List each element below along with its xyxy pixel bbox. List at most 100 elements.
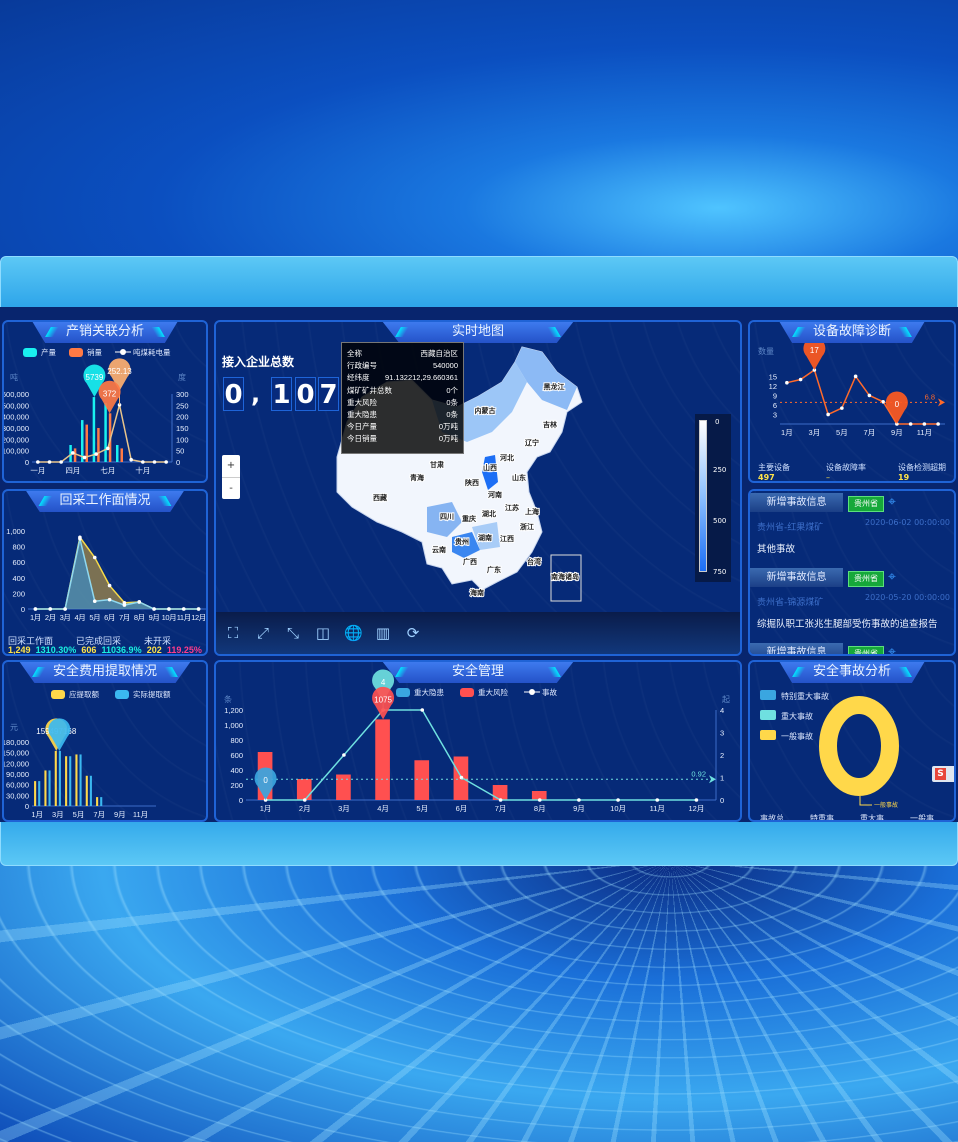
globe-icon[interactable]: 🌐 [344,624,363,642]
data-point [164,460,168,464]
y-tick-label: 3 [773,410,777,419]
province-label[interactable]: 四川 [439,512,455,522]
building-icon[interactable]: ▥ [375,624,391,642]
south-sea-inset [550,554,582,602]
y-tick-label: 800 [230,736,243,745]
bar [69,445,72,462]
province-label[interactable]: 上海 [524,506,540,517]
bar [79,754,82,806]
stat-value: 497 [758,473,775,482]
province-label[interactable]: 云南 [431,544,447,555]
pin-label: 252.13 [107,367,132,376]
province-label[interactable]: 河北 [499,452,515,463]
province-label[interactable]: 黑龙江 [543,381,566,392]
province-label[interactable]: 广东 [486,564,502,575]
location-pin-icon[interactable]: ⌖ [888,494,896,510]
add-accident-button[interactable]: 新增事故信息 [750,493,843,512]
province-label[interactable]: 山东 [511,472,527,483]
x-tick-label: 9月 [149,613,160,622]
province-label[interactable]: 河南 [487,489,503,500]
y-tick-label: 6 [773,401,777,410]
y-tick-label: 1,200 [224,706,243,715]
bar [75,754,78,806]
x-tick-label: 6月 [456,804,468,813]
accident-date: 2020-05-20 00:00:00 [865,593,950,602]
bar [85,775,88,806]
bar [69,756,72,806]
data-point [498,798,503,802]
tooltip-key: 今日销量 [347,434,377,444]
x-tick-label: 11月 [650,804,665,813]
x-tick-label: 3月 [60,613,71,622]
zoom-out-button[interactable]: - [229,483,233,494]
expand-icon[interactable]: ⤢ [256,624,269,642]
province-label[interactable]: 贵州 [454,536,470,547]
layers-icon[interactable]: ◫ [315,624,331,642]
x-tick-label: 4月 [377,804,389,813]
province-label[interactable]: 辽宁 [524,437,540,448]
bar [73,448,77,462]
marker-pin: 17 [803,337,826,370]
input-method-icon[interactable]: S [932,766,954,782]
panel-accident-analysis: 安全事故分析 特别重大事故 重大事故 一般事故 一般事故 事故总 特重事 重大事 一般事 S [748,660,956,822]
location-pin-icon[interactable]: ⌖ [888,644,896,656]
stat-value: 606 [81,645,97,655]
panel-mining: 回采工作面情况 0 200 400 600 800 1,000 1月 2月 3月 4月 5月 6月 7月… [2,489,208,656]
accident-mine[interactable]: 贵州省-红果煤矿 [757,523,824,533]
data-point [152,607,156,611]
province-tag[interactable]: 贵州省 [848,571,884,587]
province-label[interactable]: 重庆 [461,513,477,524]
province-tag[interactable]: 贵州省 [848,646,884,654]
counter-digit: 7 [318,377,339,411]
province-label[interactable]: 江苏 [504,502,520,513]
province-label[interactable]: 吉林 [542,419,559,430]
province-label[interactable]: 甘肃 [429,459,445,470]
province-label[interactable]: 西藏 [372,492,388,503]
accident-mine[interactable]: 贵州省-锦源煤矿 [757,598,824,608]
province-label[interactable]: 湖北 [481,508,497,519]
legend-label: 0 [715,418,720,426]
bar [414,760,430,800]
province-label[interactable]: 湖南 [477,532,493,543]
zoom-in-button[interactable]: + [222,455,240,478]
location-pin-icon[interactable]: ⌖ [888,569,896,585]
x-tick-label: 8月 [534,804,546,813]
province-label[interactable]: 台湾 [526,556,542,567]
data-point [577,798,581,802]
bar [116,445,119,462]
stat-label: 未开采 [144,636,172,646]
add-accident-button[interactable]: 新增事故信息 [750,643,843,654]
collapse-icon[interactable]: ⤡ [286,624,299,642]
pin-shape [48,718,71,751]
series-line [265,709,697,801]
map-region [427,502,462,537]
add-accident-button[interactable]: 新增事故信息 [750,568,843,587]
province-label[interactable]: 内蒙古 [474,405,497,416]
fit-screen-icon[interactable]: ⛶ [227,624,239,642]
pin-label: 1075 [374,695,392,704]
province-label[interactable]: 青海 [409,472,425,483]
area-fill [35,537,199,609]
province-label[interactable]: 广西 [462,556,478,567]
province-tag[interactable]: 贵州省 [848,496,884,512]
tooltip-value: 540000 [432,361,458,371]
refresh-icon[interactable]: ⟳ [406,624,420,642]
y-tick-label-right: 4 [720,706,724,715]
panel-title: 安全管理 [381,662,575,683]
province-label[interactable]: 浙江 [519,521,535,532]
legend-label: 重大事故 [781,711,813,721]
y-tick-label: 600 [12,558,25,567]
province-label[interactable]: 江西 [499,533,515,544]
data-point [694,798,699,802]
visual-map-bar[interactable] [699,420,707,572]
data-point [137,600,142,604]
province-label[interactable]: 陕西 [464,477,480,488]
province-label[interactable]: 南海诸岛 [550,571,580,582]
province-label[interactable]: 山西 [482,462,498,473]
tooltip-row: 全称 西藏自治区 [347,348,458,360]
province-label[interactable]: 海南 [469,587,485,598]
data-point [59,460,63,464]
background-digital-rain [0,0,958,260]
y-tick-label-right: 100 [176,435,189,444]
